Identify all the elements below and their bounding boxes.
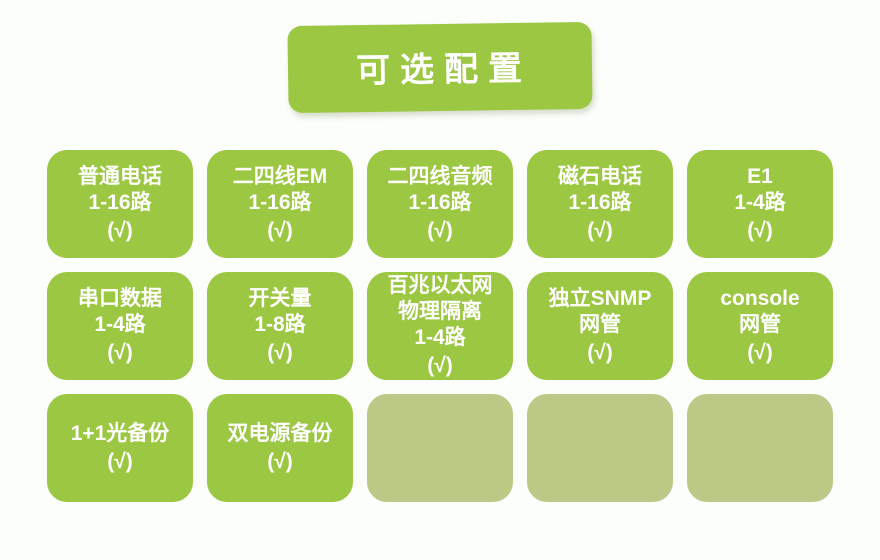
card-check: (√) (267, 340, 293, 366)
config-card: 磁石电话1-16路(√) (527, 150, 673, 258)
card-line: 独立SNMP (549, 286, 652, 312)
card-line: 1-16路 (248, 190, 311, 216)
config-card-empty (527, 394, 673, 502)
card-line: console (720, 286, 799, 312)
card-line: 1-16路 (568, 190, 631, 216)
card-line: 1+1光备份 (71, 421, 170, 447)
card-check: (√) (587, 218, 613, 244)
config-card: 独立SNMP网管(√) (527, 272, 673, 380)
config-card-empty (687, 394, 833, 502)
config-card: 串口数据1-4路(√) (47, 272, 193, 380)
card-line: 网管 (739, 312, 781, 338)
card-check: (√) (267, 449, 293, 475)
card-line: E1 (747, 164, 773, 190)
card-line: 网管 (579, 312, 621, 338)
card-line: 1-4路 (94, 312, 145, 338)
card-check: (√) (107, 218, 133, 244)
card-check: (√) (107, 340, 133, 366)
card-check: (√) (747, 218, 773, 244)
config-grid: 普通电话1-16路(√)二四线EM1-16路(√)二四线音频1-16路(√)磁石… (47, 150, 833, 502)
config-card-empty (367, 394, 513, 502)
card-line: 串口数据 (78, 286, 162, 312)
config-card: 双电源备份(√) (207, 394, 353, 502)
card-check: (√) (427, 353, 453, 379)
card-line: 物理隔离 (398, 299, 482, 325)
config-card: 开关量1-8路(√) (207, 272, 353, 380)
config-card: 1+1光备份(√) (47, 394, 193, 502)
card-line: 1-4路 (734, 190, 785, 216)
card-check: (√) (587, 340, 613, 366)
card-line: 1-8路 (254, 312, 305, 338)
config-card: 百兆以太网物理隔离1-4路(√) (367, 272, 513, 380)
config-card: 二四线音频1-16路(√) (367, 150, 513, 258)
card-line: 双电源备份 (228, 421, 333, 447)
card-line: 二四线EM (233, 164, 328, 190)
title-banner: 可选配置 (287, 22, 592, 113)
card-check: (√) (747, 340, 773, 366)
card-check: (√) (107, 449, 133, 475)
card-check: (√) (267, 218, 293, 244)
config-card: console网管(√) (687, 272, 833, 380)
card-line: 磁石电话 (558, 164, 642, 190)
card-line: 1-16路 (408, 190, 471, 216)
card-line: 二四线音频 (388, 164, 493, 190)
config-card: E11-4路(√) (687, 150, 833, 258)
card-line: 普通电话 (78, 164, 162, 190)
config-card: 普通电话1-16路(√) (47, 150, 193, 258)
card-line: 开关量 (249, 286, 312, 312)
card-line: 百兆以太网 (388, 273, 493, 299)
card-line: 1-4路 (414, 325, 465, 351)
card-line: 1-16路 (88, 190, 151, 216)
config-card: 二四线EM1-16路(√) (207, 150, 353, 258)
card-check: (√) (427, 218, 453, 244)
